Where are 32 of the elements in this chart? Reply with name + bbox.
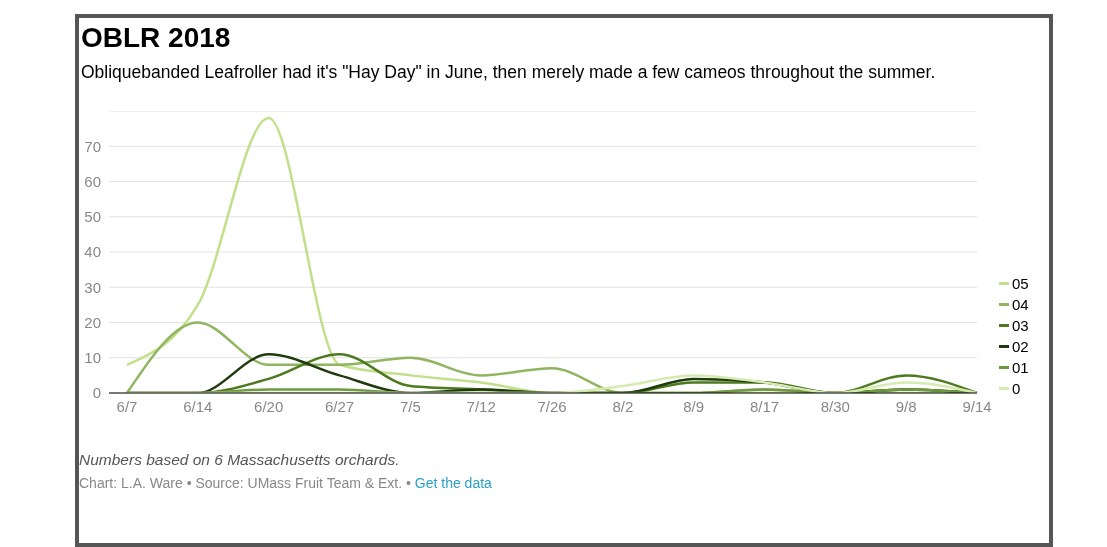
x-tick-label: 6/27 xyxy=(324,397,355,415)
text: Get the data xyxy=(414,475,492,491)
text: Numbers based on 6 Massachusetts orchards. xyxy=(79,451,401,469)
x-tick-label: 8/2 xyxy=(612,397,634,415)
x-tick-label: 7/26 xyxy=(537,397,567,415)
legend-label: 0 xyxy=(1012,380,1021,397)
x-tick-label: 6/7 xyxy=(116,397,138,415)
x-tick-label: 9/14 xyxy=(962,397,992,415)
y-tick-label: 30 xyxy=(84,278,101,296)
y-tick-label: 50 xyxy=(84,208,101,226)
legend-label: 04 xyxy=(1012,296,1029,313)
y-tick-label: 10 xyxy=(84,349,101,367)
chart-subtitle: Obliquebanded Leafroller had it's "Hay Day" in June, then merely made a few cameos throughout the summer. xyxy=(81,62,937,83)
y-tick-label: 60 xyxy=(84,172,101,190)
y-tick-label: 70 xyxy=(84,137,101,155)
legend-label: 03 xyxy=(1012,317,1029,334)
y-tick-label: 20 xyxy=(84,313,101,331)
legend-label: 02 xyxy=(1012,338,1029,355)
y-tick-label: 0 xyxy=(92,384,101,402)
x-tick-label: 8/17 xyxy=(749,397,780,415)
x-tick-label: 7/12 xyxy=(466,397,496,415)
legend-label: 01 xyxy=(1012,359,1029,376)
chart-title: OBLR 2018 xyxy=(81,22,232,54)
x-tick-label: 8/30 xyxy=(820,397,850,415)
legend-label: 05 xyxy=(1012,275,1029,292)
x-tick-label: 8/9 xyxy=(683,397,705,415)
x-tick-label: 7/5 xyxy=(399,397,421,415)
x-tick-label: 6/20 xyxy=(254,397,284,415)
text: Chart: L.A. Ware • Source: UMass Fruit Team & Ext. • xyxy=(79,475,411,491)
x-tick-label: 6/14 xyxy=(183,397,213,415)
x-tick-label: 9/8 xyxy=(895,397,917,415)
y-tick-label: 40 xyxy=(84,243,101,261)
